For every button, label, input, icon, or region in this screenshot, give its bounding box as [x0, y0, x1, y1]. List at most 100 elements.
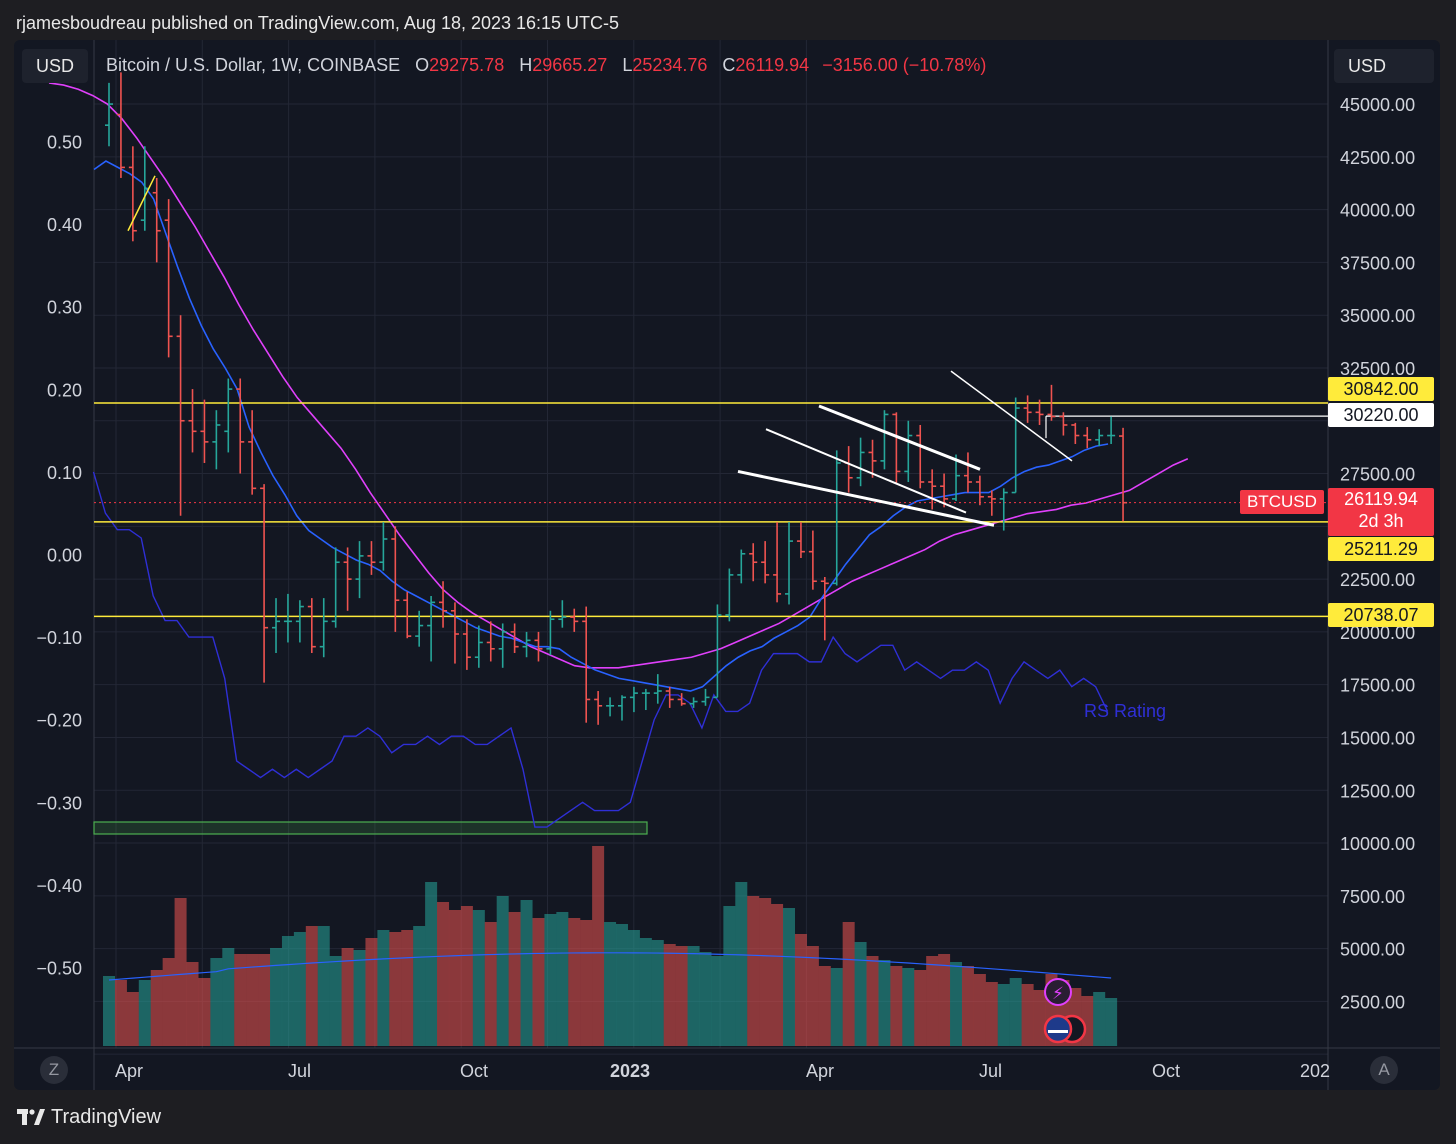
volume-bar	[1021, 984, 1034, 1046]
volume-bar	[496, 896, 509, 1046]
volume-bar	[329, 956, 342, 1046]
volume-bar	[174, 898, 187, 1046]
volume-bar	[472, 910, 485, 1046]
volume-bar	[747, 896, 760, 1046]
price-axis-label: 15000.00	[1340, 728, 1415, 748]
us-flag-stripe	[1048, 1030, 1068, 1033]
trendline-drawing	[950, 370, 1073, 462]
volume-bar	[639, 938, 652, 1046]
volume-bar	[544, 914, 557, 1046]
price-axis-label: 2500.00	[1340, 992, 1405, 1012]
volume-bar	[413, 926, 426, 1046]
volume-bar	[580, 920, 593, 1046]
volume-bar	[854, 942, 867, 1046]
volume-bar	[735, 882, 748, 1046]
rs-axis-label: −0.30	[36, 793, 82, 813]
price-axis-label: 7500.00	[1340, 887, 1405, 907]
volume-bar	[950, 962, 963, 1046]
volume-bar	[425, 882, 438, 1046]
volume-bar	[246, 954, 259, 1046]
lightning-icon: ⚡	[1052, 984, 1064, 1004]
tradingview-logo-icon	[17, 1109, 45, 1125]
volume-bar	[997, 984, 1010, 1046]
price-axis-label: 27500.00	[1340, 465, 1415, 485]
price-axis-label: 37500.00	[1340, 253, 1415, 273]
rs-axis-label: 0.10	[47, 463, 82, 483]
rs-axis-label: −0.50	[36, 959, 82, 979]
tradingview-logo[interactable]: TradingView	[17, 1104, 161, 1130]
ema-fast-line	[93, 160, 1109, 692]
volume-bar	[484, 922, 497, 1046]
brand-name: TradingView	[51, 1105, 162, 1128]
chart-canvas[interactable]: 45000.00 42500.00 40000.00 37500.00 35000.00…	[14, 40, 1440, 1090]
lightning-event-icon	[1044, 978, 1072, 1006]
volume-bar	[842, 922, 855, 1046]
zoom-reset-button[interactable]: Z	[40, 1056, 68, 1084]
volume-bar	[878, 960, 891, 1046]
volume-bar	[985, 982, 998, 1046]
time-axis-label: Oct	[460, 1061, 488, 1081]
time-axis-label: Jul	[979, 1061, 1002, 1081]
volume-bar	[615, 924, 628, 1046]
change-value: −3156.00 (−10.78%)	[822, 55, 987, 75]
volume-bar	[926, 956, 939, 1046]
low-label: L	[622, 55, 633, 75]
price-axis-label: 20000.00	[1340, 623, 1415, 643]
time-axis-label: Apr	[115, 1061, 143, 1081]
volume-bar	[186, 962, 199, 1046]
rs-axis-label: −0.10	[36, 628, 82, 648]
volume-bar	[317, 926, 330, 1046]
auto-scale-button[interactable]: A	[1370, 1056, 1398, 1084]
volume-bar	[1009, 978, 1022, 1046]
volume-bar	[389, 932, 402, 1046]
volume-bar	[448, 910, 461, 1046]
symbol-title[interactable]: Bitcoin / U.S. Dollar, 1W, COINBASE	[106, 55, 401, 75]
volume-bar	[532, 918, 545, 1046]
level-tag-1: 30842.00	[1328, 377, 1434, 401]
volume-bar	[818, 966, 831, 1046]
volume-bar	[663, 944, 676, 1046]
volume-bar	[627, 930, 640, 1046]
volume-bar	[162, 958, 175, 1046]
bar-countdown: 2d 3h	[1358, 511, 1404, 531]
time-axis-label: Oct	[1152, 1061, 1180, 1081]
volume-bar	[150, 970, 163, 1046]
volume-bar	[353, 950, 366, 1046]
volume-bar	[556, 912, 569, 1046]
close-value: 26119.94	[735, 55, 810, 75]
last-price-tag: 26119.94 2d 3h	[1328, 488, 1434, 536]
price-axis-label: 40000.00	[1340, 201, 1415, 221]
volume-bar	[711, 956, 724, 1046]
volume-bar	[938, 954, 951, 1046]
trendline-drawing	[765, 428, 967, 514]
volume-bar	[1105, 998, 1118, 1046]
currency-left-button[interactable]: USD	[22, 49, 88, 83]
rs-rating-line	[92, 471, 1109, 828]
volume-bar	[890, 966, 903, 1046]
us-flag-icon	[1043, 1014, 1073, 1044]
rs-axis-label: −0.20	[36, 711, 82, 731]
volume-bar	[114, 980, 127, 1046]
price-axis-label: 5000.00	[1340, 940, 1405, 960]
volume-bar	[341, 948, 354, 1046]
rs-axis-label: 0.20	[47, 380, 82, 400]
price-axis-label: 12500.00	[1340, 781, 1415, 801]
trendline-drawing	[818, 404, 981, 471]
volume-bar	[1093, 992, 1106, 1046]
price-axis-label: 45000.00	[1340, 95, 1415, 115]
high-value: 29665.27	[532, 55, 608, 75]
top-bar: rjamesboudreau published on TradingView.…	[0, 0, 1456, 44]
volume-bar	[258, 954, 271, 1046]
chart-frame[interactable]: 45000.00 42500.00 40000.00 37500.00 35000.00…	[14, 40, 1440, 1090]
rs-axis-label: 0.40	[47, 215, 82, 235]
rs-axis-label: 0.00	[47, 546, 82, 566]
volume-bar	[699, 952, 712, 1046]
price-axis-label: 17500.00	[1340, 676, 1415, 696]
volume-bar	[651, 940, 664, 1046]
publisher-info: rjamesboudreau published on TradingView.…	[16, 13, 620, 33]
volume-bar	[365, 938, 378, 1046]
rs-axis-label: −0.40	[36, 876, 82, 896]
currency-right-button[interactable]: USD	[1334, 49, 1434, 83]
price-axis-label: 10000.00	[1340, 834, 1415, 854]
high-label: H	[519, 55, 533, 75]
